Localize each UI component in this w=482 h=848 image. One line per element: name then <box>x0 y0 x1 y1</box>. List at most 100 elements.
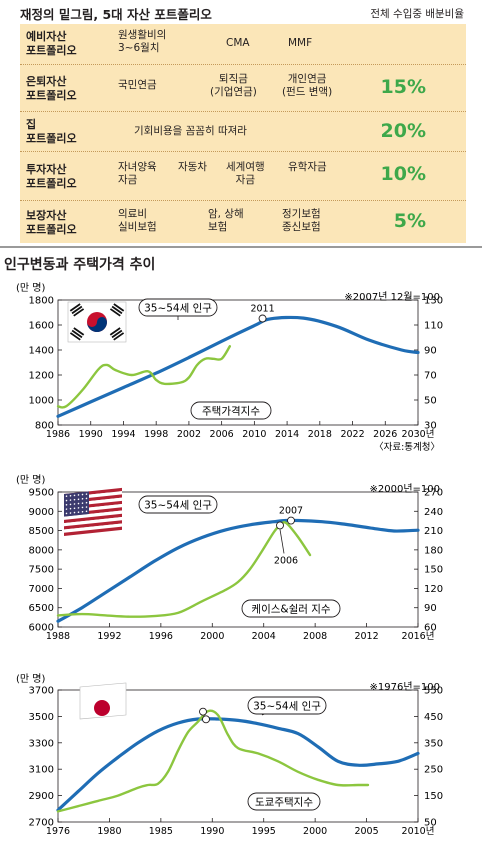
y-left-tick-label: 7500 <box>29 565 54 576</box>
y-left-tick-label: 2900 <box>29 791 54 802</box>
y-right-tick-label: 70 <box>424 371 437 382</box>
x-tick-label: 2010년 <box>402 826 435 837</box>
y-left-tick-label: 1600 <box>29 321 54 332</box>
table-caption: 전체 수입중 배분비율 <box>370 8 464 20</box>
plot-frame <box>57 689 419 823</box>
usa-flag-icon <box>64 487 122 536</box>
y-left-tick-label: 7000 <box>29 584 54 595</box>
series-label: 도쿄주택지수 <box>255 797 313 809</box>
population-line <box>56 518 420 623</box>
y-left-tick-label: 6000 <box>29 623 54 634</box>
x-tick-label: 2005 <box>354 826 378 837</box>
y-left-tick-label: 3700 <box>29 686 54 697</box>
row-item: MMF <box>288 37 313 49</box>
series-label: 주택가격지수 <box>202 405 260 418</box>
x-tick-label: 2006 <box>210 429 234 440</box>
peak-label: 2007 <box>279 506 303 517</box>
x-tick-label: 2010 <box>242 429 266 440</box>
x-tick-label: 2000 <box>200 631 224 642</box>
row-item: 정기보험 종신보험 <box>282 208 321 234</box>
left-axis-unit: (만 명) <box>16 474 45 486</box>
x-tick-label: 1990 <box>79 429 103 440</box>
y-right-tick-label: 30 <box>424 421 437 432</box>
index-note: ※1976년=100 <box>370 681 441 693</box>
y-left-tick-label: 1400 <box>29 346 54 357</box>
x-tick-label: 2026 <box>373 429 397 440</box>
series-label-box <box>247 696 327 715</box>
row-category: 투자자산 포트폴리오 <box>26 162 77 190</box>
x-tick-label: 2002 <box>177 429 201 440</box>
row-category: 보장자산 포트폴리오 <box>26 208 77 236</box>
peak-marker <box>258 314 267 323</box>
y-left-tick-label: 6500 <box>29 603 54 614</box>
x-tick-label: 2008 <box>303 631 327 642</box>
series-label-box <box>190 401 272 420</box>
row-item: 의료비 실비보험 <box>118 208 157 234</box>
x-tick-label: 2022 <box>340 429 364 440</box>
left-axis-unit: (만 명) <box>16 673 45 685</box>
series-label-box <box>247 792 321 811</box>
x-tick-label: 2014 <box>275 429 299 440</box>
house-price-line <box>56 345 231 409</box>
chart-usa: 6000 6500 7000 7500 8000 8500 9000 9500 60 90 120 1… <box>16 474 443 642</box>
row-category: 집 포트폴리오 <box>26 118 77 145</box>
x-tick-label: 2004 <box>252 631 276 642</box>
y-left-tick-label: 800 <box>35 421 54 432</box>
peak-label: 2006 <box>274 555 298 566</box>
row-item: 세계여행 자금 <box>226 161 265 187</box>
y-left-tick-label: 2700 <box>29 818 54 829</box>
chart-japan: 2700 2900 3100 3300 3500 3700 50 150 250 350 450 55… <box>16 673 443 837</box>
row-category: 예비자산 포트폴리오 <box>26 30 77 57</box>
y-right-tick-label: 550 <box>424 686 443 697</box>
x-tick-label: 1995 <box>252 826 276 837</box>
y-left-tick-label: 1000 <box>29 396 54 407</box>
y-left-tick-label: 3100 <box>29 765 54 776</box>
y-right-tick-label: 90 <box>424 346 437 357</box>
table-row: 은퇴자산 포트폴리오 국민연금 퇴직금 (기업연금) 개인연금 (펀드 변액) … <box>20 64 466 112</box>
source-note: 〈자료:통계청〉 <box>374 441 440 453</box>
y-right-tick-label: 110 <box>424 321 443 332</box>
row-item: 자동차 <box>178 161 207 173</box>
allocation-percent: 5% <box>393 210 426 232</box>
allocation-percent: 10% <box>380 163 426 185</box>
left-axis-unit: (만 명) <box>16 282 45 294</box>
population-line <box>56 315 420 418</box>
x-tick-label: 1994 <box>111 429 135 440</box>
row-item: 원생활비의 3~6월치 <box>118 29 167 55</box>
portfolio-table: 예비자산 포트폴리오 원생활비의 3~6월치 CMA MMF 은퇴자산 포트폴리… <box>20 24 466 243</box>
korea-flag-icon <box>67 301 127 343</box>
y-right-tick-label: 50 <box>424 818 437 829</box>
table-row: 보장자산 포트폴리오 의료비 실비보험 암, 상해 보험 정기보험 종신보험 5… <box>20 200 466 244</box>
row-item: 개인연금 (펀드 변액) <box>282 73 333 99</box>
series-label-box <box>138 298 218 317</box>
table-row: 집 포트폴리오 기회비용을 꼼꼼히 따져라 20% <box>20 111 466 152</box>
row-item: 암, 상해 보험 <box>208 208 244 234</box>
table-title: 재정의 밑그림, 5대 자산 포트폴리오 <box>20 7 212 22</box>
plot-frame <box>57 491 419 628</box>
y-right-tick-label: 210 <box>424 526 443 537</box>
population-line <box>56 717 420 812</box>
x-tick-label: 1980 <box>97 826 121 837</box>
y-right-tick-label: 450 <box>424 712 443 723</box>
y-right-tick-label: 240 <box>424 507 443 518</box>
y-right-tick-label: 60 <box>424 623 437 634</box>
index-note: ※2007년 12월=100 <box>344 291 440 303</box>
house-price-line <box>56 709 370 813</box>
x-tick-label: 1988 <box>46 631 70 642</box>
peak-marker <box>199 707 207 716</box>
x-tick-label: 1992 <box>97 631 121 642</box>
y-right-tick-label: 350 <box>424 738 443 749</box>
allocation-percent: 15% <box>380 76 426 98</box>
x-tick-label: 1996 <box>149 631 173 642</box>
row-category: 은퇴자산 포트폴리오 <box>26 74 77 102</box>
row-item: 퇴직금 (기업연금) <box>210 73 257 99</box>
x-tick-label: 2012 <box>354 631 378 642</box>
x-tick-label: 1990 <box>200 826 224 837</box>
series-label: 케이스&쉴러 지수 <box>251 604 330 616</box>
peak-marker <box>276 521 284 530</box>
y-left-tick-label: 3300 <box>29 738 54 749</box>
row-item: 자녀양육 자금 <box>118 161 157 187</box>
peak-marker <box>287 516 295 525</box>
y-left-tick-label: 1800 <box>29 296 54 307</box>
